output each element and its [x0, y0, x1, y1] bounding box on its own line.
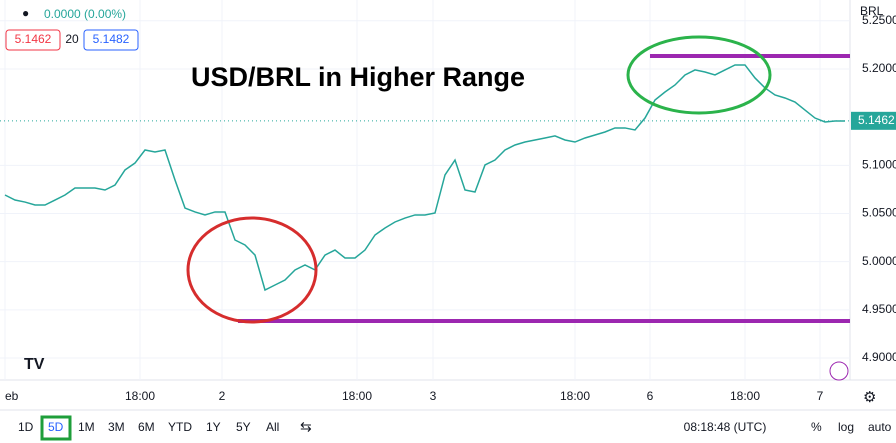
y-tick-label: 4.9000 [862, 350, 896, 364]
spread: 20 [65, 32, 79, 46]
range-button[interactable]: 5Y [236, 420, 251, 434]
y-tick-label: 5.0500 [862, 206, 896, 220]
highlight-circle [186, 216, 318, 324]
ask-box[interactable] [83, 29, 139, 51]
x-tick-label: 2 [219, 389, 226, 403]
settings-icon[interactable]: ⚙ [863, 389, 876, 406]
range-button[interactable]: YTD [168, 420, 192, 434]
bid[interactable]: 5.1462 [15, 32, 52, 46]
plot: 4.9000 4.9500 5.0000 5.0500 5.1000 5.2000 5.25… [0, 0, 896, 403]
x-tick-label: 18:00 [342, 389, 372, 403]
price-line [4, 64, 845, 292]
x-tick-label: 18:00 [730, 389, 760, 403]
y-tick-label: 5.0000 [862, 254, 896, 268]
range-button[interactable]: All [266, 420, 279, 434]
range-button[interactable]: 1Y [206, 420, 221, 434]
headline: USD/BRL in Higher Range [191, 62, 525, 92]
y-tick-label: 5.2500 [862, 13, 896, 27]
scale-option[interactable]: log [838, 420, 854, 434]
status-dot: ● [22, 6, 29, 20]
x-tick-label: 3 [430, 389, 437, 403]
y-tick-label: 5.2000 [862, 61, 896, 75]
range-button[interactable]: 6M [138, 420, 155, 434]
range-button[interactable]: 3M [108, 420, 125, 434]
x-tick-label: 6 [647, 389, 654, 403]
logo: TV [24, 356, 45, 373]
y-tick-label: 5.1000 [862, 158, 896, 172]
toolbar: 1D 5D 1M 3M 6M YTD 1Y 5Y All% log auto [18, 415, 892, 441]
range-button[interactable]: 1D [18, 420, 34, 434]
last-price-label: 5.1462 [858, 113, 895, 127]
x-tick-label: 7 [817, 389, 824, 403]
change: 0.0000 (0.00%) [44, 7, 126, 21]
x-tick-label: 18:00 [560, 389, 590, 403]
alert-button[interactable] [829, 361, 849, 381]
range-selected [40, 415, 72, 441]
compare-icon[interactable]: ⇆ [300, 419, 312, 435]
range-button[interactable]: 1M [78, 420, 95, 434]
clock: 08:18:48 (UTC) [684, 420, 767, 434]
last-price-box [851, 111, 896, 130]
x-tick-label: eb [5, 389, 19, 403]
scale-option[interactable]: % [811, 420, 822, 434]
currency: BRL [860, 4, 884, 18]
bid-box[interactable] [5, 29, 61, 51]
range-button[interactable]: 5D [48, 420, 64, 434]
scale-option[interactable]: auto [868, 420, 892, 434]
highlight-circle [626, 35, 772, 115]
ask[interactable]: 5.1482 [93, 32, 130, 46]
x-tick-label: 18:00 [125, 389, 155, 403]
y-tick-label: 4.9500 [862, 302, 896, 316]
